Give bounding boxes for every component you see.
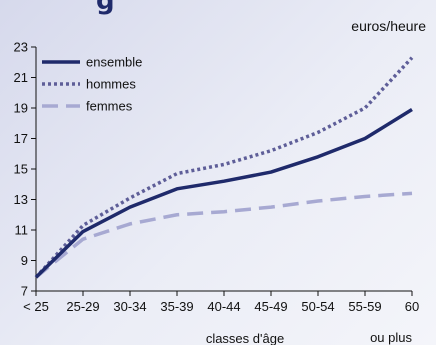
y-tick-label: 19 <box>14 101 28 116</box>
y-tick-label: 17 <box>14 131 28 146</box>
x-tick-label: 30-34 <box>113 299 146 314</box>
y-tick-label: 15 <box>14 162 28 177</box>
x-axis-label: classes d'âge <box>206 331 284 345</box>
x-tick-label-suffix: ou plus <box>370 330 412 345</box>
chart-title-fragment: g <box>96 0 115 16</box>
y-tick-label: 21 <box>14 70 28 85</box>
x-tick-label: 25-29 <box>66 299 99 314</box>
unit-label: euros/heure <box>351 18 426 34</box>
legend-label-hommes: hommes <box>86 77 136 92</box>
x-tick-label: 50-54 <box>301 299 334 314</box>
y-tick-label: 11 <box>15 223 29 238</box>
x-tick-label: 40-44 <box>207 299 240 314</box>
x-tick-label: 60 <box>405 299 419 314</box>
legend-label-femmes: femmes <box>86 99 133 114</box>
legend-label-ensemble: ensemble <box>86 55 142 70</box>
x-tick-label: < 25 <box>23 299 49 314</box>
series-line-ensemble <box>34 108 413 279</box>
x-tick-label: 55-59 <box>348 299 381 314</box>
series-line-femmes <box>34 191 413 279</box>
x-tick-label: 35-39 <box>160 299 193 314</box>
y-tick-label: 13 <box>14 192 28 207</box>
y-tick-label: 23 <box>14 40 28 55</box>
y-tick-label: 9 <box>21 253 28 268</box>
y-tick-label: 7 <box>21 284 28 299</box>
x-tick-label: 45-49 <box>254 299 287 314</box>
